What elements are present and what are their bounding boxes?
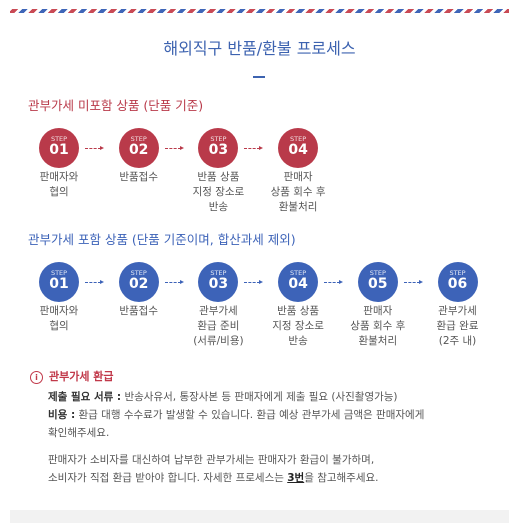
- step-circle: STEP 02: [118, 128, 159, 168]
- notice-label: 비용 :: [48, 409, 76, 421]
- footer-bar: [10, 510, 509, 523]
- step-label-line: 판매자와: [39, 171, 79, 183]
- divider: [253, 76, 265, 78]
- step-label-line: 반품 상품: [277, 305, 320, 317]
- step-arrow: [324, 280, 344, 284]
- notice-line: 소비자가 직접 환급 받아야 합니다. 자세한 프로세스는 3번을 참고해주세요…: [48, 470, 379, 485]
- step-label-line: 판매자와: [39, 305, 79, 317]
- step-label: 반품접수: [94, 170, 184, 185]
- notice-text: 반송사유서, 통장사본 등 판매자에게 제출 필요 (사진촬영가능): [121, 391, 398, 403]
- step-number: 04: [288, 142, 308, 158]
- step-word: STEP: [210, 135, 227, 143]
- step-circle: STEP 06: [437, 262, 478, 302]
- step-number: 05: [368, 276, 388, 292]
- step-label-line: (서류/비용): [193, 335, 244, 347]
- notice-text: 소비자가 직접 환급 받아야 합니다. 자세한 프로세스는: [48, 472, 288, 484]
- step-word: STEP: [449, 269, 466, 277]
- step-word: STEP: [50, 135, 68, 143]
- step-word: STEP: [290, 135, 307, 143]
- step-label-line: 상품 회수 후: [350, 320, 406, 332]
- step-label-line: (2주 내): [438, 335, 477, 347]
- step-circle: STEP 01: [39, 128, 79, 168]
- process-link[interactable]: 3번: [287, 472, 305, 484]
- step-label-line: 지정 장소로: [272, 320, 324, 332]
- step-label-line: 반품접수: [119, 171, 158, 183]
- step-label-line: 협의: [49, 320, 69, 332]
- section-title: 관부가세 미포함 상품 (단품 기준): [28, 98, 204, 113]
- notice-label: 제출 필요 서류 :: [48, 391, 122, 403]
- notice-text: 을 참고해주세요.: [304, 472, 379, 484]
- notice-text: 확인해주세요.: [48, 427, 110, 439]
- notice-line: 확인해주세요.: [48, 425, 109, 440]
- step-word: STEP: [369, 269, 386, 277]
- step-circle: STEP 04: [278, 128, 319, 168]
- step-number: 03: [208, 276, 229, 292]
- step-arrow: [244, 280, 264, 284]
- step-word: STEP: [290, 269, 307, 277]
- notice-line: 판매자가 소비자를 대신하여 납부한 관부가세는 판매자가 환급이 불가하며,: [48, 454, 375, 466]
- step-label-line: 지정 장소로: [192, 186, 245, 198]
- step-label-line: 협의: [49, 186, 69, 198]
- notice-line: 제출 필요 서류 : 반송사유서, 통장사본 등 판매자에게 제출 필요 (사진…: [48, 389, 398, 404]
- step-label-line: 관부가세: [438, 305, 477, 317]
- step-circle: STEP 03: [198, 262, 239, 302]
- step-word: STEP: [130, 269, 147, 277]
- airmail-border: [10, 9, 509, 13]
- step-number: 01: [49, 276, 69, 292]
- step-label-line: 반품접수: [119, 305, 158, 317]
- step-label-line: 환불처리: [358, 335, 398, 347]
- step-number: 02: [128, 142, 149, 158]
- step-label-line: 관부가세: [199, 305, 238, 317]
- step-label-line: 판매자: [363, 305, 393, 317]
- step-arrow: [164, 280, 184, 284]
- step-circle: STEP 05: [357, 262, 398, 302]
- step-label-line: 환급 준비: [197, 320, 240, 332]
- step-label-line: 환급 완료: [436, 320, 479, 332]
- step-word: STEP: [130, 135, 147, 143]
- step-number: 04: [288, 276, 308, 292]
- step-word: STEP: [50, 269, 68, 277]
- step-label-line: 판매자: [283, 171, 313, 183]
- notice-text: 환급 대행 수수료가 발생할 수 있습니다. 환급 예상 관부가세 금액은 판매…: [75, 409, 425, 421]
- step-number: 03: [208, 142, 229, 158]
- step-arrow: [244, 146, 264, 150]
- section-title: 관부가세 포함 상품 (단품 기준이며, 합산과세 제외): [28, 232, 296, 247]
- step-label-line: 반송: [208, 201, 229, 213]
- notice-line: 비용 : 환급 대행 수수료가 발생할 수 있습니다. 환급 예상 관부가세 금…: [48, 407, 424, 422]
- step-label-line: 반송: [288, 335, 308, 347]
- step-number: 01: [49, 142, 69, 158]
- step-circle: STEP 02: [118, 262, 159, 302]
- step-arrow: [164, 146, 184, 150]
- info-icon: i: [30, 370, 43, 384]
- page-title: 해외직구 반품/환불 프로세스: [163, 39, 356, 58]
- step-circle: STEP 03: [198, 128, 239, 168]
- step-circle: STEP 01: [39, 262, 79, 302]
- notice-title-text: 관부가세 환급: [49, 370, 114, 383]
- step-label-line: 상품 회수 후: [270, 186, 326, 198]
- step-label-line: 환불처리: [278, 201, 318, 213]
- step-circle: STEP 04: [278, 262, 319, 302]
- step-arrow: [85, 280, 104, 284]
- step-arrow: [403, 280, 423, 284]
- step-label: 반품접수: [94, 304, 184, 319]
- step-word: STEP: [210, 269, 227, 277]
- notice-title: i 관부가세 환급: [30, 368, 114, 384]
- step-label-line: 반품 상품: [197, 171, 240, 183]
- step-number: 02: [128, 276, 149, 292]
- step-arrow: [85, 146, 104, 150]
- step-number: 06: [447, 276, 468, 292]
